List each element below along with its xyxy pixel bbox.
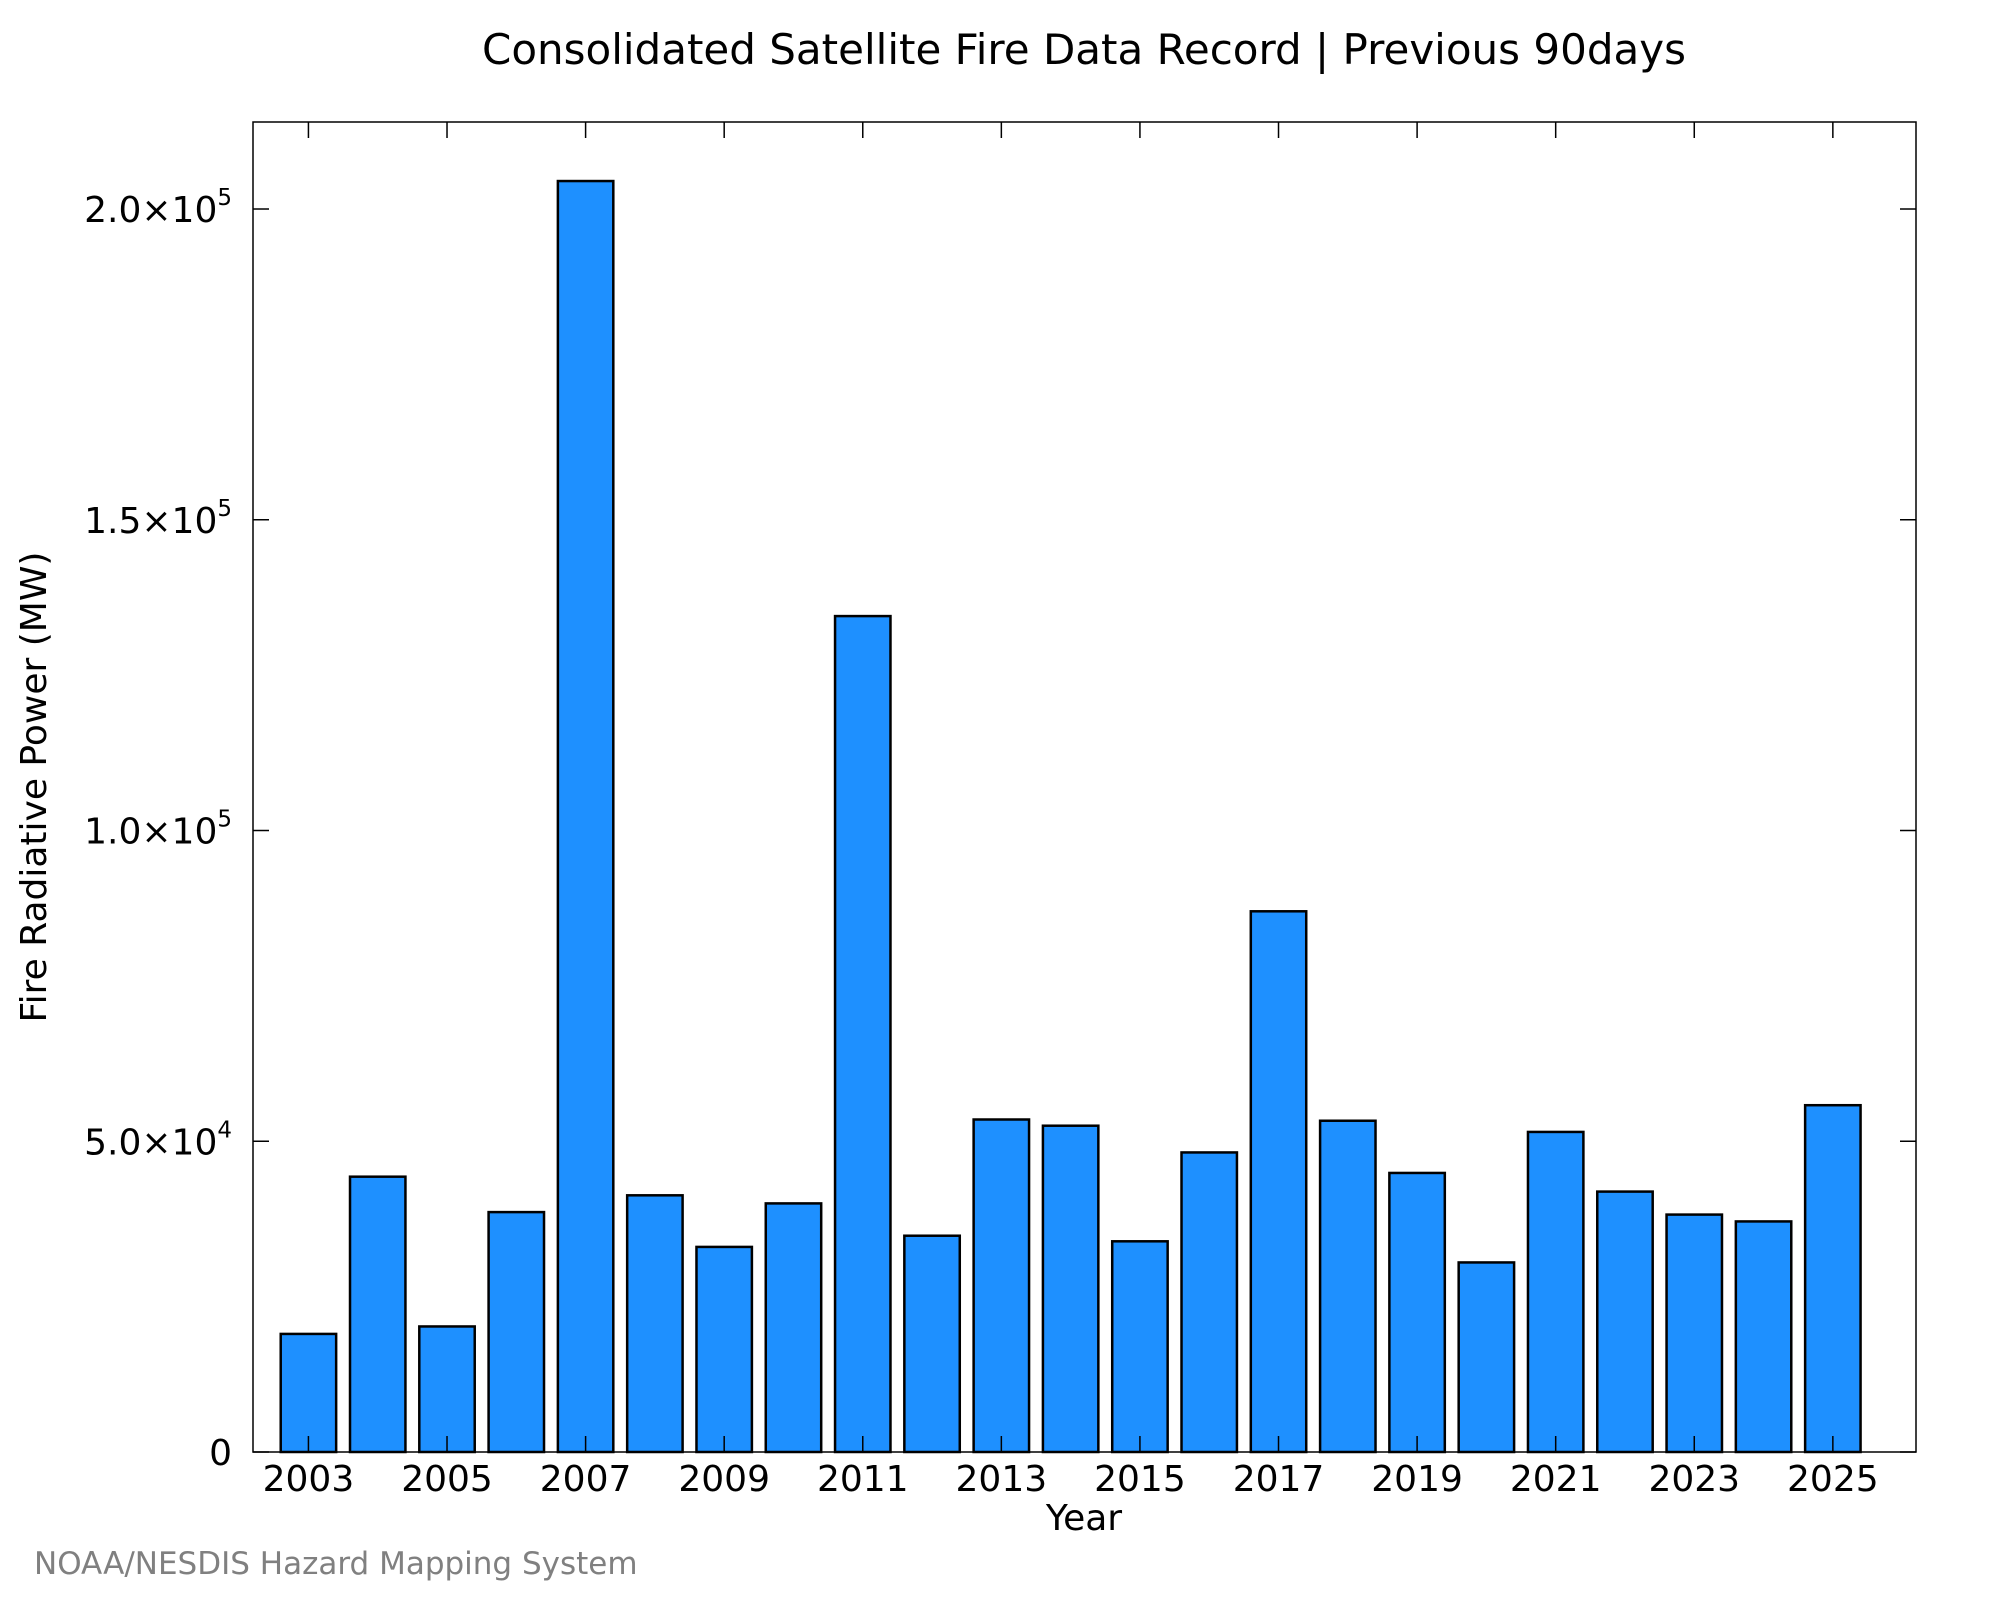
y-tick-label-2: 1.0×105 <box>84 807 232 853</box>
bar-2017 <box>1249 910 1308 1454</box>
bar-2005 <box>418 1325 476 1454</box>
bar-2022 <box>1596 1190 1654 1454</box>
bar-2014 <box>1041 1124 1100 1454</box>
bar-2020 <box>1457 1261 1516 1454</box>
bar-2016 <box>1180 1151 1239 1454</box>
x-tick-label-2003: 2003 <box>263 1459 355 1500</box>
x-tick-label-2015: 2015 <box>1094 1459 1186 1500</box>
bar-2018 <box>1318 1119 1377 1454</box>
x-tick-label-2009: 2009 <box>678 1459 770 1500</box>
bars-group <box>279 179 1862 1454</box>
x-tick-label-2005: 2005 <box>401 1459 493 1500</box>
x-axis-label: Year <box>1045 1498 1122 1539</box>
x-tick-label-2021: 2021 <box>1510 1459 1602 1500</box>
bar-2004 <box>348 1175 407 1454</box>
x-tick-label-2011: 2011 <box>817 1459 909 1500</box>
plot-frame <box>252 121 1917 1453</box>
credit-text: NOAA/NESDIS Hazard Mapping System <box>34 1546 638 1582</box>
bar-2013 <box>972 1118 1031 1454</box>
bar-2015 <box>1110 1240 1169 1454</box>
y-tick-label-4: 2.0×105 <box>84 185 232 231</box>
bar-2019 <box>1388 1171 1447 1454</box>
x-tick-label-2013: 2013 <box>956 1459 1048 1500</box>
y-tick-label-0: 0 <box>209 1433 232 1474</box>
y-tick-labels: 0 5.0×104 1.0×105 1.5×105 2.0×105 <box>84 185 232 1474</box>
bar-2003 <box>279 1332 338 1454</box>
x-tick-label-2019: 2019 <box>1371 1459 1463 1500</box>
bar-2025 <box>1803 1103 1862 1454</box>
bar-2006 <box>487 1210 546 1454</box>
y-axis-label: Fire Radiative Power (MW) <box>14 552 55 1023</box>
bar-2011 <box>833 614 892 1454</box>
x-tick-label-2025: 2025 <box>1787 1459 1879 1500</box>
bar-2024 <box>1734 1220 1793 1454</box>
y-tick-label-3: 1.5×105 <box>84 496 232 542</box>
bar-2009 <box>695 1245 754 1454</box>
x-tick-label-2007: 2007 <box>540 1459 632 1500</box>
bar-2007 <box>556 179 615 1454</box>
bar-2023 <box>1665 1213 1724 1454</box>
bar-2012 <box>903 1234 962 1454</box>
chart-title: Consolidated Satellite Fire Data Record … <box>482 25 1686 74</box>
y-tick-label-1: 5.0×104 <box>84 1117 232 1163</box>
x-tick-label-2023: 2023 <box>1648 1459 1740 1500</box>
x-tick-labels: 2003 2005 2007 2009 2011 2013 2015 2017 2019 2021… <box>263 1459 1879 1500</box>
bar-2010 <box>764 1202 823 1454</box>
x-tick-label-2017: 2017 <box>1233 1459 1325 1500</box>
bar-2008 <box>625 1194 684 1454</box>
bar-2021 <box>1526 1130 1585 1454</box>
